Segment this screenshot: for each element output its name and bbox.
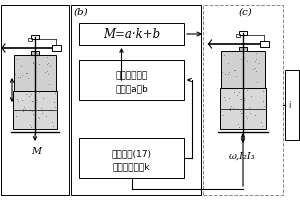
- Bar: [236, 34, 240, 37]
- Text: (b): (b): [74, 8, 88, 17]
- Bar: [28, 38, 32, 41]
- Bar: [79, 23, 184, 45]
- Text: ω,I₂I₃: ω,I₂I₃: [229, 152, 256, 160]
- Bar: [14, 55, 56, 91]
- Bar: [52, 45, 61, 51]
- Text: 算系数a和b: 算系数a和b: [115, 84, 148, 93]
- Bar: [285, 70, 299, 140]
- Bar: [71, 5, 201, 195]
- Text: M: M: [31, 148, 41, 156]
- Bar: [260, 41, 269, 47]
- Text: 最小二乘法计: 最小二乘法计: [116, 72, 148, 80]
- Bar: [221, 51, 265, 88]
- Bar: [31, 35, 39, 39]
- Text: 根据公式(17): 根据公式(17): [112, 150, 152, 158]
- Text: i: i: [288, 100, 290, 110]
- Bar: [239, 31, 247, 35]
- Bar: [239, 47, 247, 51]
- Text: (c): (c): [239, 8, 253, 17]
- Bar: [220, 88, 266, 129]
- Bar: [203, 5, 283, 195]
- Text: M=a·k+b: M=a·k+b: [103, 27, 160, 40]
- Bar: [79, 60, 184, 100]
- Bar: [1, 5, 69, 195]
- Bar: [13, 91, 57, 129]
- Bar: [79, 138, 184, 178]
- Bar: [31, 51, 39, 55]
- Text: 计算接触刚度k: 计算接触刚度k: [113, 162, 150, 171]
